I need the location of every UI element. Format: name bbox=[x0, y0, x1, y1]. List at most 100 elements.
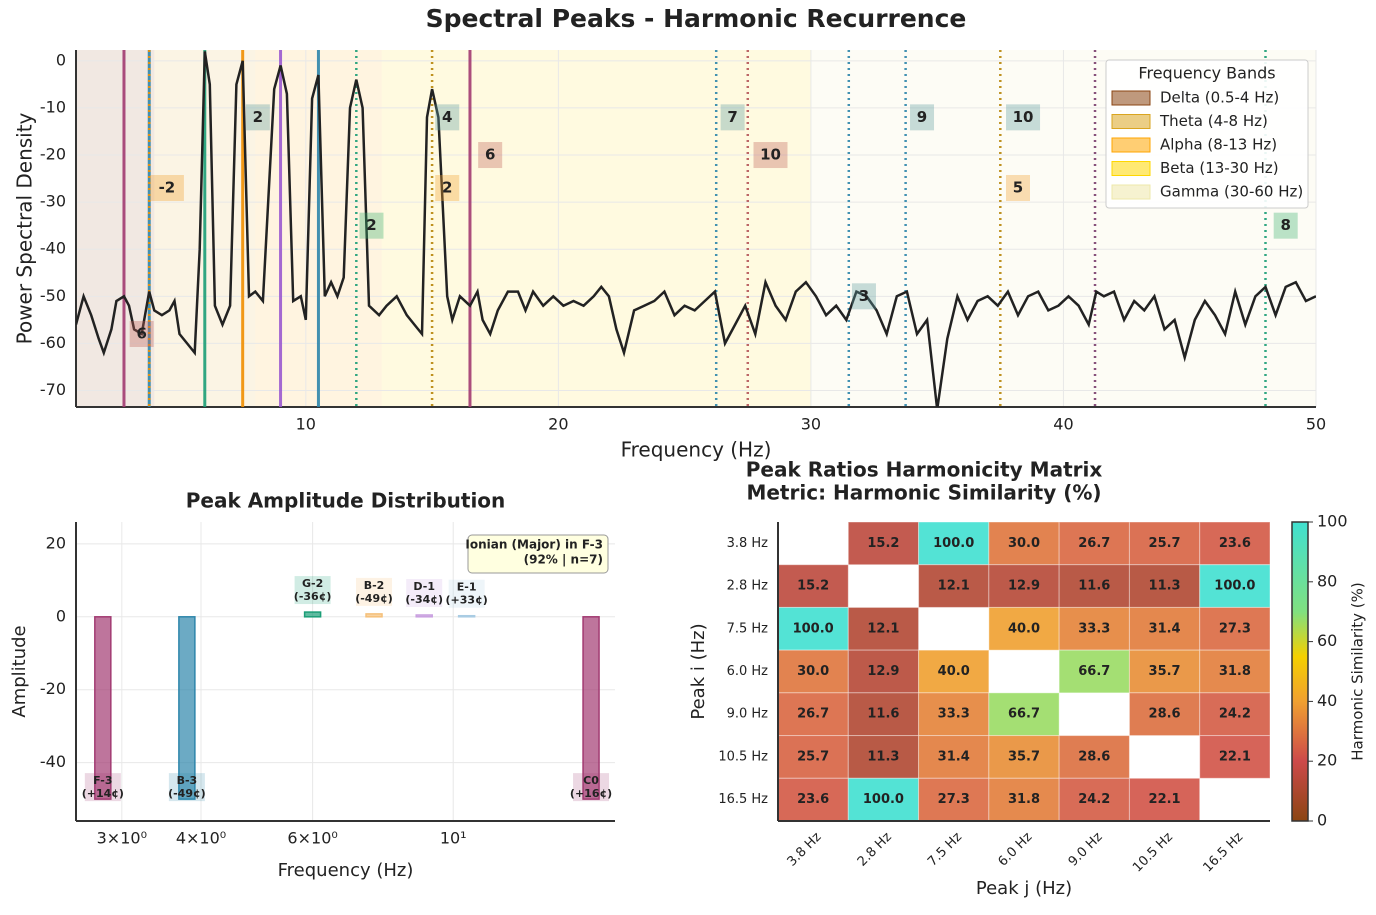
y-axis-label: Amplitude bbox=[9, 625, 30, 717]
y-tick-label: 10.5 Hz bbox=[718, 749, 768, 764]
x-tick-label: 6.0 Hz bbox=[995, 830, 1035, 870]
cell-label: 40.0 bbox=[938, 664, 970, 679]
y-tick-label: 6.0 Hz bbox=[727, 664, 769, 679]
x-tick-label: 20 bbox=[548, 415, 568, 434]
y-tick-label: -30 bbox=[40, 192, 66, 211]
heatmap-cell bbox=[1199, 521, 1271, 566]
annotation-box bbox=[435, 104, 460, 131]
peak-line-layer bbox=[122, 50, 1267, 407]
annotation-box bbox=[720, 104, 745, 131]
legend-label: Gamma (30-60 Hz) bbox=[1160, 183, 1303, 201]
x-tick-label: 2.8 Hz bbox=[855, 830, 895, 870]
bar bbox=[415, 614, 433, 618]
heatmap-cell bbox=[1128, 649, 1201, 694]
heatmap-cell bbox=[1058, 564, 1130, 608]
y-axis-label: Peak i (Hz) bbox=[688, 623, 709, 719]
heatmap-cell bbox=[1199, 649, 1271, 694]
note-label-box bbox=[406, 578, 443, 607]
bar bbox=[303, 611, 322, 618]
x-tick-label: 10 bbox=[296, 415, 316, 434]
y-tick-label: -50 bbox=[40, 286, 66, 305]
x-tick-label: 9.0 Hz bbox=[1066, 830, 1106, 870]
cell-label: 100.0 bbox=[933, 536, 974, 551]
legend-label: Beta (13-30 Hz) bbox=[1160, 159, 1279, 177]
x-axis-label: Peak j (Hz) bbox=[976, 878, 1072, 899]
x-tick-label: 50 bbox=[1306, 415, 1326, 434]
heatmap-cell bbox=[847, 521, 920, 566]
cell-label: 30.0 bbox=[1008, 536, 1040, 551]
x-tick-label: 6×10⁰ bbox=[287, 829, 337, 848]
colorbar-tick-label: 0 bbox=[1317, 811, 1327, 830]
cell-label: 25.7 bbox=[797, 749, 829, 764]
cell-label: 24.2 bbox=[1219, 707, 1251, 722]
legend-label: Theta (4-8 Hz) bbox=[1159, 112, 1268, 130]
note-label: (+33¢) bbox=[446, 594, 488, 607]
x-tick-label: 10.5 Hz bbox=[1130, 830, 1176, 876]
colorbar-tick-label: 40 bbox=[1317, 691, 1337, 710]
cell-label: 31.8 bbox=[1219, 664, 1251, 679]
annotation-box bbox=[435, 174, 460, 201]
annotation: 2 bbox=[442, 178, 452, 196]
bar bbox=[365, 613, 383, 618]
annotation-box bbox=[1005, 174, 1030, 201]
cell-label: 33.3 bbox=[1078, 621, 1110, 636]
note-label-box bbox=[168, 773, 205, 802]
heatmap-cell bbox=[1199, 564, 1271, 608]
heatmap-cell bbox=[988, 564, 1060, 608]
annotation: 10 bbox=[760, 146, 781, 164]
heatmap-cell bbox=[847, 692, 920, 737]
legend-swatch bbox=[1111, 184, 1151, 200]
y-tick-label: 2.8 Hz bbox=[727, 579, 769, 594]
x-axis-label: Frequency (Hz) bbox=[278, 860, 414, 881]
heatmap-cell bbox=[1058, 735, 1130, 779]
note-label-box bbox=[448, 579, 485, 608]
heatmap-cell bbox=[1058, 606, 1130, 651]
annotation: 10 bbox=[1013, 108, 1034, 126]
x-tick-label: 40 bbox=[1053, 415, 1073, 434]
chart-subtitle: Metric: Harmonic Similarity (%) bbox=[746, 481, 1101, 505]
legend-swatch bbox=[1111, 90, 1151, 106]
annotation-box bbox=[467, 534, 609, 574]
heatmap-cell bbox=[1128, 606, 1201, 651]
bar bbox=[457, 614, 476, 618]
cell-label: 22.1 bbox=[1219, 749, 1251, 764]
annotation-box bbox=[851, 283, 876, 310]
cell-label: 66.7 bbox=[1008, 707, 1040, 722]
cell-label: 12.1 bbox=[867, 621, 899, 636]
annotation: Ionian (Major) in F-3 bbox=[465, 538, 603, 552]
legend-swatch bbox=[1111, 114, 1151, 129]
heatmap-cell bbox=[777, 777, 849, 822]
annotation: (92% | n=7) bbox=[524, 553, 603, 567]
cell-label: 12.1 bbox=[938, 579, 970, 594]
cell-label: 11.6 bbox=[867, 707, 899, 722]
heatmap-cell bbox=[918, 649, 990, 694]
y-tick-label: 0 bbox=[56, 606, 66, 625]
annotation: 2 bbox=[366, 216, 376, 234]
x-tick-label: 30 bbox=[801, 415, 821, 434]
y-tick-label: -20 bbox=[40, 679, 66, 698]
band-region bbox=[76, 50, 155, 407]
colorbar-tick-label: 80 bbox=[1317, 571, 1337, 590]
cell-label: 12.9 bbox=[1008, 579, 1040, 594]
annotation: 7 bbox=[727, 108, 737, 126]
note-label: B-3 bbox=[177, 774, 198, 787]
note-label: (-49¢) bbox=[355, 592, 393, 605]
legend-swatch bbox=[1111, 137, 1151, 153]
heatmap-cell bbox=[1128, 777, 1201, 822]
x-tick-label: 7.5 Hz bbox=[925, 830, 965, 870]
y-tick-label: -40 bbox=[40, 752, 66, 771]
note-label: (-36¢) bbox=[294, 590, 332, 603]
heatmap-cell bbox=[1199, 606, 1271, 651]
cell-label: 26.7 bbox=[797, 707, 829, 722]
cell-label: 23.6 bbox=[1219, 536, 1251, 551]
y-tick-label: -60 bbox=[40, 333, 66, 352]
cell-label: 35.7 bbox=[1008, 749, 1040, 764]
chart-title: Peak Amplitude Distribution bbox=[186, 489, 506, 513]
cell-label: 35.7 bbox=[1149, 664, 1181, 679]
cell-label: 28.6 bbox=[1078, 749, 1110, 764]
heatmap-cell bbox=[988, 606, 1060, 651]
note-label: (+16¢) bbox=[570, 787, 612, 800]
y-tick-label: -70 bbox=[40, 380, 66, 399]
cell-label: 100.0 bbox=[863, 792, 904, 807]
bar bbox=[582, 616, 600, 800]
